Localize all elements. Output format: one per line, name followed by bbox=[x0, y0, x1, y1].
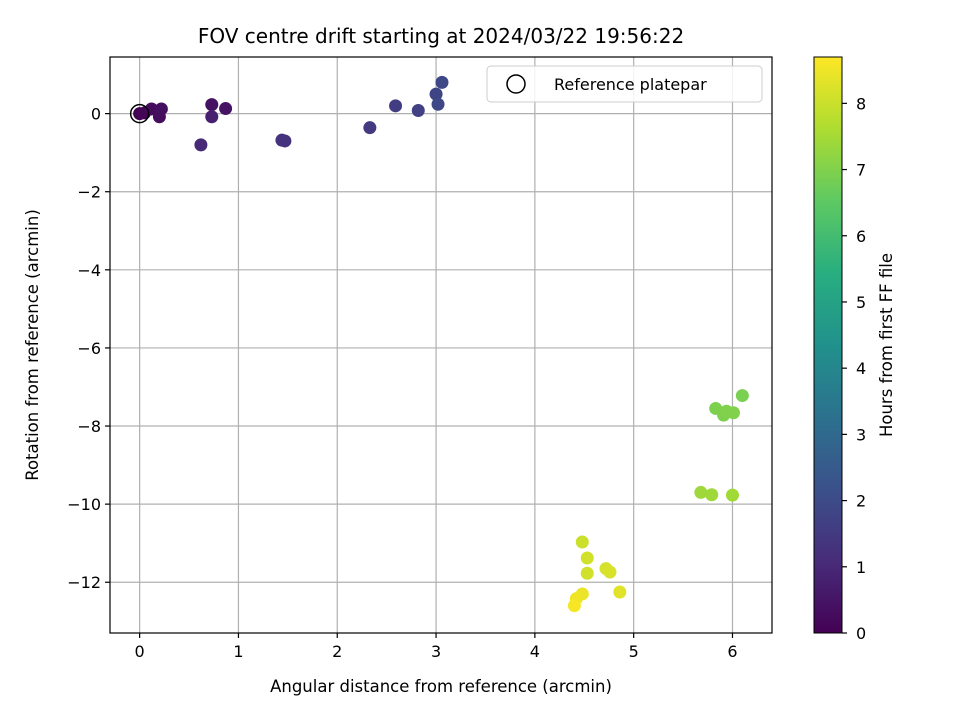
legend-box bbox=[486, 65, 763, 103]
colorbar-tick-label: 3 bbox=[856, 425, 866, 444]
colorbar-tick-label: 2 bbox=[856, 492, 866, 511]
scatter-point bbox=[389, 99, 403, 113]
plot-frame bbox=[109, 56, 773, 634]
scatter-point bbox=[705, 488, 719, 502]
scatter-point bbox=[567, 599, 581, 613]
scatter-point bbox=[154, 102, 168, 116]
y-tick-label: −2 bbox=[77, 183, 101, 202]
y-axis-label: Rotation from reference (arcmin) bbox=[23, 209, 42, 481]
scatter-point bbox=[580, 566, 594, 580]
scatter-point bbox=[725, 488, 739, 502]
y-tick-label: −8 bbox=[77, 417, 101, 436]
scatter-point bbox=[575, 535, 589, 549]
colorbar-tick-label: 5 bbox=[856, 293, 866, 312]
x-tick-label: 1 bbox=[233, 642, 243, 661]
colorbar-gradient bbox=[814, 57, 842, 633]
legend-label-reference-platepar: Reference platepar bbox=[554, 75, 707, 94]
scatter-point bbox=[726, 406, 740, 420]
y-tick-label: −10 bbox=[67, 495, 101, 514]
y-tick-label: −4 bbox=[77, 261, 101, 280]
colorbar-ticks: 0 1 2 3 4 5 6 7 8 bbox=[842, 94, 866, 643]
colorbar-frame bbox=[813, 56, 843, 634]
scatter-point bbox=[735, 389, 749, 403]
scatter-point bbox=[278, 134, 292, 148]
x-tick-label: 5 bbox=[629, 642, 639, 661]
reference-platepar-marker bbox=[129, 103, 150, 124]
y-axis: 0 −2 −4 −6 −8 −10 −12 bbox=[67, 105, 110, 592]
scatter-points bbox=[129, 75, 749, 613]
x-tick-label: 2 bbox=[332, 642, 342, 661]
scatter-point bbox=[429, 87, 443, 101]
x-axis: 0 1 2 3 4 5 6 bbox=[135, 633, 738, 661]
chart-title: FOV centre drift starting at 2024/03/22 … bbox=[198, 24, 684, 48]
colorbar: 0 1 2 3 4 5 6 7 8 Hours from first FF file bbox=[813, 56, 896, 643]
x-tick-label: 6 bbox=[727, 642, 737, 661]
y-tick-label: 0 bbox=[91, 105, 101, 124]
scatter-point bbox=[363, 121, 377, 135]
colorbar-tick-label: 1 bbox=[856, 558, 866, 577]
colorbar-tick-label: 6 bbox=[856, 227, 866, 246]
scatter-point bbox=[219, 102, 233, 116]
colorbar-tick-label: 8 bbox=[856, 94, 866, 113]
scatter-point bbox=[205, 98, 219, 112]
scatter-point bbox=[603, 565, 617, 579]
scatter-point bbox=[580, 551, 594, 565]
scatter-point bbox=[435, 75, 449, 89]
scatter-point bbox=[613, 585, 627, 599]
scatter-point bbox=[194, 138, 208, 152]
x-tick-label: 4 bbox=[530, 642, 540, 661]
plot-area: 0 1 2 3 4 5 6 0 −2 −4 −6 −8 −10 −12 bbox=[67, 56, 773, 661]
scatter-point bbox=[431, 97, 445, 111]
grid bbox=[110, 57, 772, 633]
colorbar-tick-label: 4 bbox=[856, 359, 866, 378]
colorbar-tick-label: 7 bbox=[856, 161, 866, 180]
x-axis-label: Angular distance from reference (arcmin) bbox=[270, 677, 612, 696]
scatter-point bbox=[694, 485, 708, 499]
scatter-point bbox=[205, 110, 219, 124]
x-tick-label: 3 bbox=[431, 642, 441, 661]
scatter-point bbox=[411, 103, 425, 117]
x-tick-label: 0 bbox=[135, 642, 145, 661]
y-tick-label: −6 bbox=[77, 339, 101, 358]
colorbar-label: Hours from first FF file bbox=[877, 253, 896, 437]
colorbar-tick-label: 0 bbox=[856, 624, 866, 643]
legend: Reference platepar bbox=[486, 65, 763, 103]
y-tick-label: −12 bbox=[67, 573, 101, 592]
legend-reference-marker bbox=[506, 74, 526, 94]
